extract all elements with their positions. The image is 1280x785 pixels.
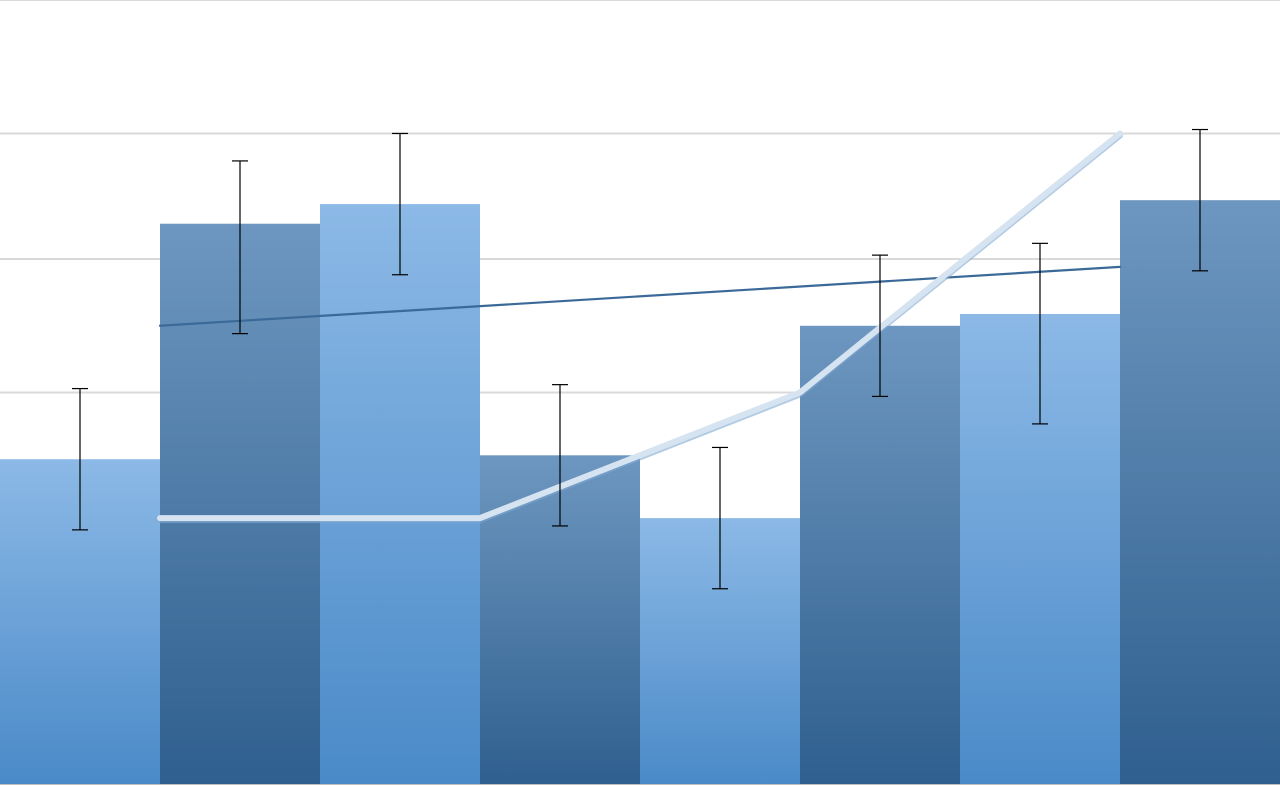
bar-series-b: [1120, 200, 1280, 785]
bar-series-a: [320, 204, 480, 785]
combo-bar-line-chart: [0, 0, 1280, 785]
chart-canvas: [0, 0, 1280, 785]
